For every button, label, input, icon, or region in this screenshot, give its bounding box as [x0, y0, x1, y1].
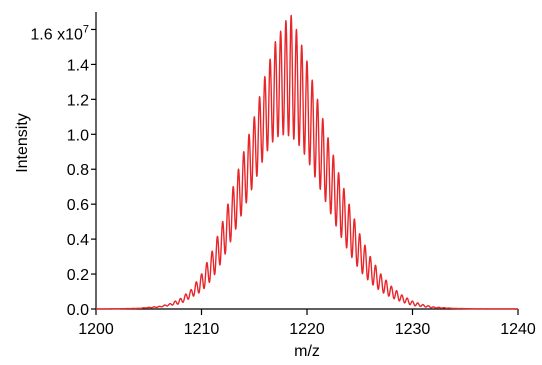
y-tick-label: 0.0 — [67, 302, 89, 319]
y-tick-label: 0.8 — [67, 162, 89, 179]
y-tick-label: 1.6 x107 — [30, 23, 89, 43]
y-axis-ticks: 0.0 0.2 0.4 0.6 0.8 1.0 1.2 1.4 1.6 x107 — [30, 23, 96, 319]
intensity-series-line — [95, 14, 519, 310]
x-tick-label: 1240 — [500, 321, 536, 338]
y-tick-label: 0.4 — [67, 232, 89, 249]
x-axis-ticks: 1200 1210 1220 1230 1240 — [78, 309, 536, 338]
x-tick-label: 1210 — [184, 321, 220, 338]
x-tick-label: 1220 — [289, 321, 325, 338]
y-tick-label: 0.6 — [67, 197, 89, 214]
y-tick-label: 0.2 — [67, 267, 89, 284]
y-multiplier-exponent: 7 — [83, 23, 89, 35]
y-axis-title: Intensity — [14, 113, 31, 173]
y-tick-label: 1.2 — [67, 92, 89, 109]
x-tick-label: 1230 — [395, 321, 431, 338]
y-tick-label: 1.4 — [67, 57, 89, 74]
x-tick-label: 1200 — [78, 321, 114, 338]
x-axis-title: m/z — [294, 343, 320, 360]
y-tick-label: 1.0 — [67, 127, 89, 144]
